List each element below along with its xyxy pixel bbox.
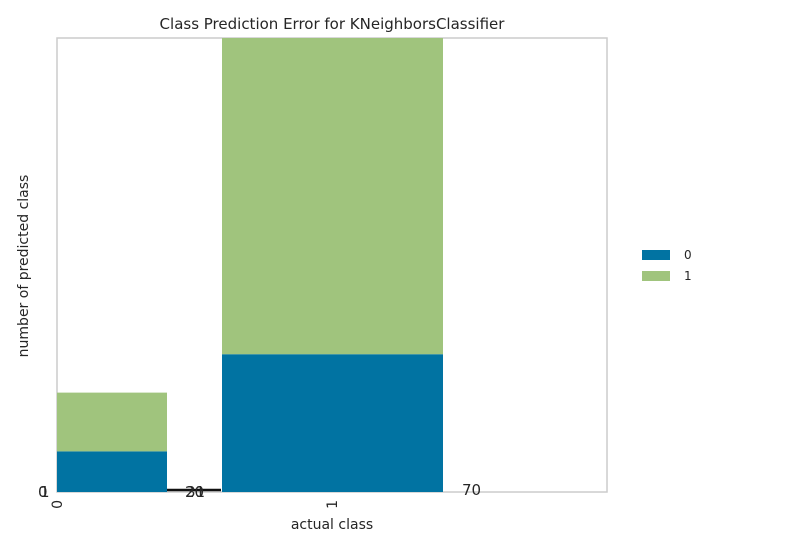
- legend: 0 1: [642, 244, 692, 286]
- bar-segment: [57, 392, 167, 452]
- chart-title: Class Prediction Error for KNeighborsCla…: [160, 15, 506, 33]
- stray-label: 31: [186, 483, 205, 501]
- bar-segment: [57, 451, 167, 492]
- x-tick-label: 1: [325, 500, 341, 509]
- legend-item: 1: [642, 265, 692, 286]
- stray-label: 0: [38, 483, 48, 501]
- bars-group: [57, 38, 443, 492]
- stray-label: 70: [462, 481, 481, 499]
- legend-swatch: [642, 270, 670, 281]
- legend-label: 0: [684, 247, 692, 262]
- legend-item: 0: [642, 244, 692, 265]
- stray-label: 1: [40, 483, 50, 501]
- x-axis-label: actual class: [291, 517, 373, 533]
- y-axis-label: number of predicted class: [16, 175, 32, 358]
- x-tick-label: 0: [50, 500, 66, 509]
- legend-label: 1: [684, 268, 692, 283]
- legend-swatch: [642, 249, 670, 260]
- bar-segment: [222, 354, 443, 492]
- bar-segment: [222, 38, 443, 355]
- stray-label: 20: [185, 483, 204, 501]
